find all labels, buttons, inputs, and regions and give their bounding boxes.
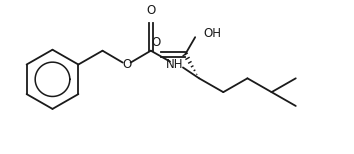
- Text: O: O: [152, 36, 161, 49]
- Text: O: O: [146, 4, 155, 17]
- Text: NH: NH: [166, 58, 184, 71]
- Text: O: O: [122, 58, 131, 71]
- Text: OH: OH: [203, 27, 221, 40]
